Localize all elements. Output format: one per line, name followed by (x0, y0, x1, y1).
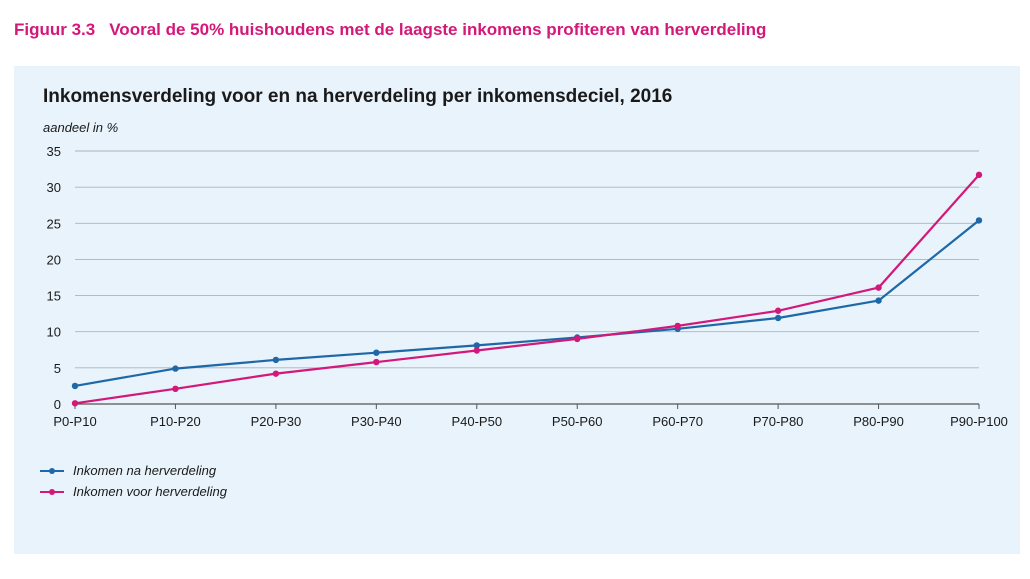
figure-heading: Figuur 3.3 Vooral de 50% huishoudens met … (14, 20, 766, 40)
y-tick-label: 5 (54, 361, 61, 376)
series-layer (71, 171, 983, 407)
figure-number: Figuur 3.3 (14, 20, 96, 39)
x-tick-label: P0-P10 (53, 414, 96, 429)
data-point (373, 358, 380, 366)
data-point (574, 335, 581, 343)
chart-panel (14, 66, 1020, 554)
data-point (172, 365, 179, 372)
data-point (975, 171, 983, 179)
data-point (172, 385, 179, 393)
y-tick-label: 25 (47, 216, 61, 231)
data-point (975, 217, 983, 224)
y-tick-label: 30 (47, 180, 61, 195)
data-point (71, 400, 79, 407)
chart-title: Inkomensverdeling voor en na herverdelin… (43, 86, 673, 107)
legend-swatch (40, 488, 64, 495)
data-point (71, 382, 79, 390)
data-point (875, 284, 882, 291)
y-tick-label: 15 (47, 289, 61, 304)
x-tick-label: P60-P70 (652, 414, 703, 429)
y-tick-label: 35 (47, 144, 61, 159)
legend-label: Inkomen na herverdeling (73, 463, 217, 478)
data-point (272, 356, 280, 364)
x-tick-label: P80-P90 (853, 414, 904, 429)
data-point (272, 370, 280, 377)
legend: Inkomen na herverdeling Inkomen voor herv… (40, 460, 227, 502)
x-axis-ticks: P0-P10 P10-P20 P20-P30 P30-P40 P40-P50 P50-P6… (53, 404, 1008, 429)
data-point (774, 314, 782, 322)
series-line-1 (74, 219, 980, 387)
y-tick-label: 10 (47, 325, 61, 340)
data-point (875, 297, 882, 304)
data-point (373, 349, 380, 356)
series-line-2 (74, 174, 980, 405)
x-tick-label: P50-P60 (552, 414, 603, 429)
data-point (674, 322, 681, 330)
legend-label: Inkomen voor herverdeling (73, 484, 227, 499)
y-axis-ticks: 0 5 10 15 20 25 30 35 (47, 144, 61, 412)
legend-item: Inkomen na herverdeling (40, 460, 227, 481)
data-point (473, 347, 480, 354)
x-tick-label: P20-P30 (251, 414, 302, 429)
x-tick-label: P30-P40 (351, 414, 402, 429)
data-point (774, 307, 782, 314)
gridlines (75, 150, 979, 405)
x-tick-label: P70-P80 (753, 414, 804, 429)
figure-title: Vooral de 50% huishoudens met de laagste… (109, 20, 767, 39)
y-axis-label: aandeel in % (43, 120, 119, 135)
data-point (473, 342, 480, 349)
legend-item: Inkomen voor herverdeling (40, 481, 227, 502)
y-tick-label: 0 (54, 397, 61, 412)
x-tick-label: P10-P20 (150, 414, 201, 429)
y-tick-label: 20 (47, 252, 61, 267)
legend-swatch (40, 467, 64, 474)
x-tick-label: P40-P50 (451, 414, 502, 429)
x-tick-label: P90-P100 (950, 414, 1008, 429)
